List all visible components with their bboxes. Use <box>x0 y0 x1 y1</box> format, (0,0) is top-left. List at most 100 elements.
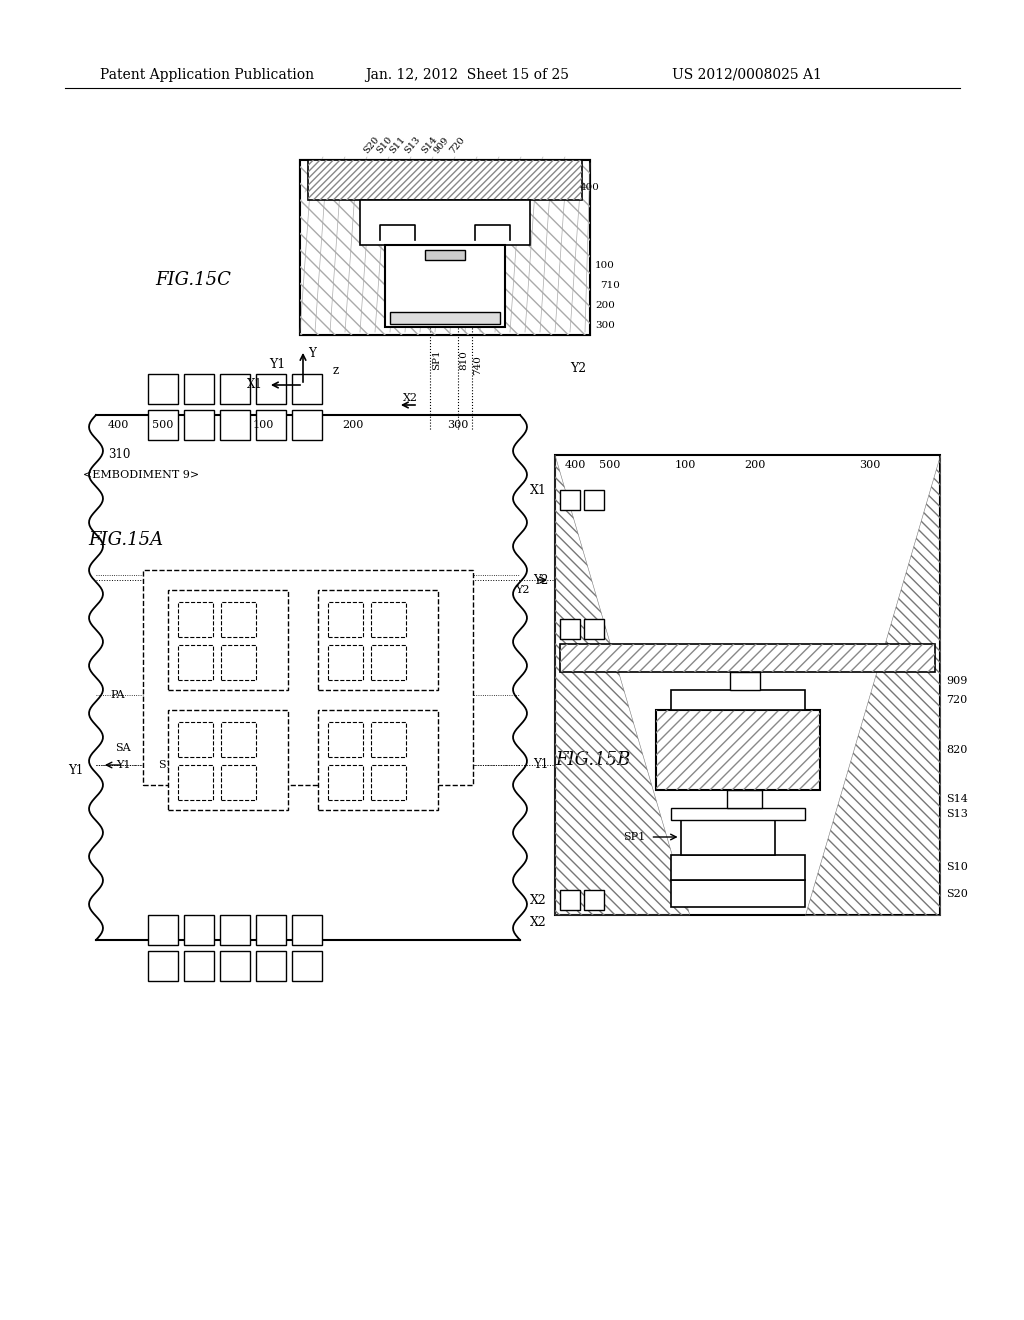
Bar <box>256 411 286 440</box>
Bar <box>148 374 178 404</box>
Bar <box>475 235 545 330</box>
Text: X2: X2 <box>530 916 547 929</box>
Text: SA: SA <box>115 743 131 752</box>
Text: 400: 400 <box>108 420 129 430</box>
Text: Jan. 12, 2012  Sheet 15 of 25: Jan. 12, 2012 Sheet 15 of 25 <box>365 69 569 82</box>
Bar <box>671 808 805 820</box>
Text: SP1: SP1 <box>624 832 645 842</box>
Text: S10: S10 <box>946 862 968 873</box>
Text: US 2012/0008025 A1: US 2012/0008025 A1 <box>672 69 822 82</box>
Bar <box>220 915 250 945</box>
Text: 100: 100 <box>595 260 614 269</box>
Bar <box>178 645 213 680</box>
Bar <box>220 950 250 981</box>
Bar <box>655 710 820 789</box>
Text: 820: 820 <box>946 744 968 755</box>
Text: S14: S14 <box>946 795 968 804</box>
Bar <box>328 602 362 638</box>
Bar <box>300 160 590 335</box>
Text: 200: 200 <box>744 459 766 470</box>
Bar <box>221 722 256 756</box>
Bar <box>221 602 256 638</box>
Bar <box>308 160 582 201</box>
Text: S20: S20 <box>362 135 381 154</box>
Bar <box>292 915 322 945</box>
Bar <box>292 374 322 404</box>
Bar <box>371 722 406 756</box>
Text: Y2: Y2 <box>570 362 586 375</box>
Text: S13: S13 <box>946 809 968 818</box>
Text: Y2: Y2 <box>534 573 548 586</box>
Bar <box>178 766 213 800</box>
Text: 740: 740 <box>625 653 645 663</box>
Text: X1: X1 <box>530 483 547 496</box>
Text: 300: 300 <box>447 420 469 430</box>
Bar <box>318 710 438 810</box>
Bar <box>560 619 580 639</box>
Bar <box>681 820 775 855</box>
Text: 400: 400 <box>564 459 586 470</box>
Text: X2: X2 <box>530 894 547 907</box>
Bar <box>256 915 286 945</box>
Text: 400: 400 <box>580 183 600 193</box>
Bar <box>184 374 214 404</box>
Bar <box>584 890 604 909</box>
Bar <box>671 690 805 710</box>
Bar <box>584 619 604 639</box>
Text: Y2: Y2 <box>515 585 530 595</box>
Bar <box>555 455 940 915</box>
Text: Y1: Y1 <box>534 759 548 771</box>
Bar <box>328 722 362 756</box>
Bar <box>350 219 540 234</box>
Bar <box>371 645 406 680</box>
Bar <box>220 411 250 440</box>
Bar <box>560 890 580 909</box>
Text: S14: S14 <box>420 135 439 154</box>
Bar <box>143 570 473 785</box>
Text: Y1: Y1 <box>116 760 130 770</box>
Bar <box>256 374 286 404</box>
Bar <box>360 201 530 246</box>
Bar <box>148 411 178 440</box>
Text: 100: 100 <box>675 459 695 470</box>
Bar <box>148 950 178 981</box>
Text: 200: 200 <box>595 301 614 309</box>
Text: X2: X2 <box>402 393 418 403</box>
Text: z: z <box>333 363 339 376</box>
Bar <box>256 950 286 981</box>
Bar <box>345 235 415 330</box>
Bar <box>178 602 213 638</box>
Text: S11: S11 <box>388 135 408 154</box>
Text: 300: 300 <box>595 321 614 330</box>
Bar <box>345 216 545 235</box>
Bar <box>300 160 590 335</box>
Text: 720: 720 <box>946 696 968 705</box>
Text: FIG.15B: FIG.15B <box>555 751 631 770</box>
Text: 740: 740 <box>473 355 482 375</box>
Text: FIG.15A: FIG.15A <box>88 531 163 549</box>
Bar <box>148 915 178 945</box>
Text: Y: Y <box>308 347 315 360</box>
Text: Patent Application Publication: Patent Application Publication <box>100 69 314 82</box>
Bar <box>308 160 582 201</box>
Bar <box>371 602 406 638</box>
Bar <box>671 880 805 907</box>
Bar <box>390 312 500 323</box>
Bar <box>328 645 362 680</box>
Bar <box>328 766 362 800</box>
Bar <box>305 160 585 195</box>
Text: S20: S20 <box>946 888 968 899</box>
Text: 500: 500 <box>599 459 621 470</box>
Text: Y1: Y1 <box>68 763 83 776</box>
Bar <box>330 195 560 216</box>
Text: 200: 200 <box>342 420 364 430</box>
Text: 500: 500 <box>153 420 174 430</box>
Text: FIG.15C: FIG.15C <box>155 271 230 289</box>
Bar <box>425 249 465 260</box>
Bar <box>168 710 288 810</box>
Text: S12: S12 <box>158 760 180 770</box>
Bar <box>560 644 935 672</box>
Text: S10: S10 <box>375 135 394 154</box>
Text: 810: 810 <box>459 350 468 370</box>
Bar <box>584 490 604 510</box>
